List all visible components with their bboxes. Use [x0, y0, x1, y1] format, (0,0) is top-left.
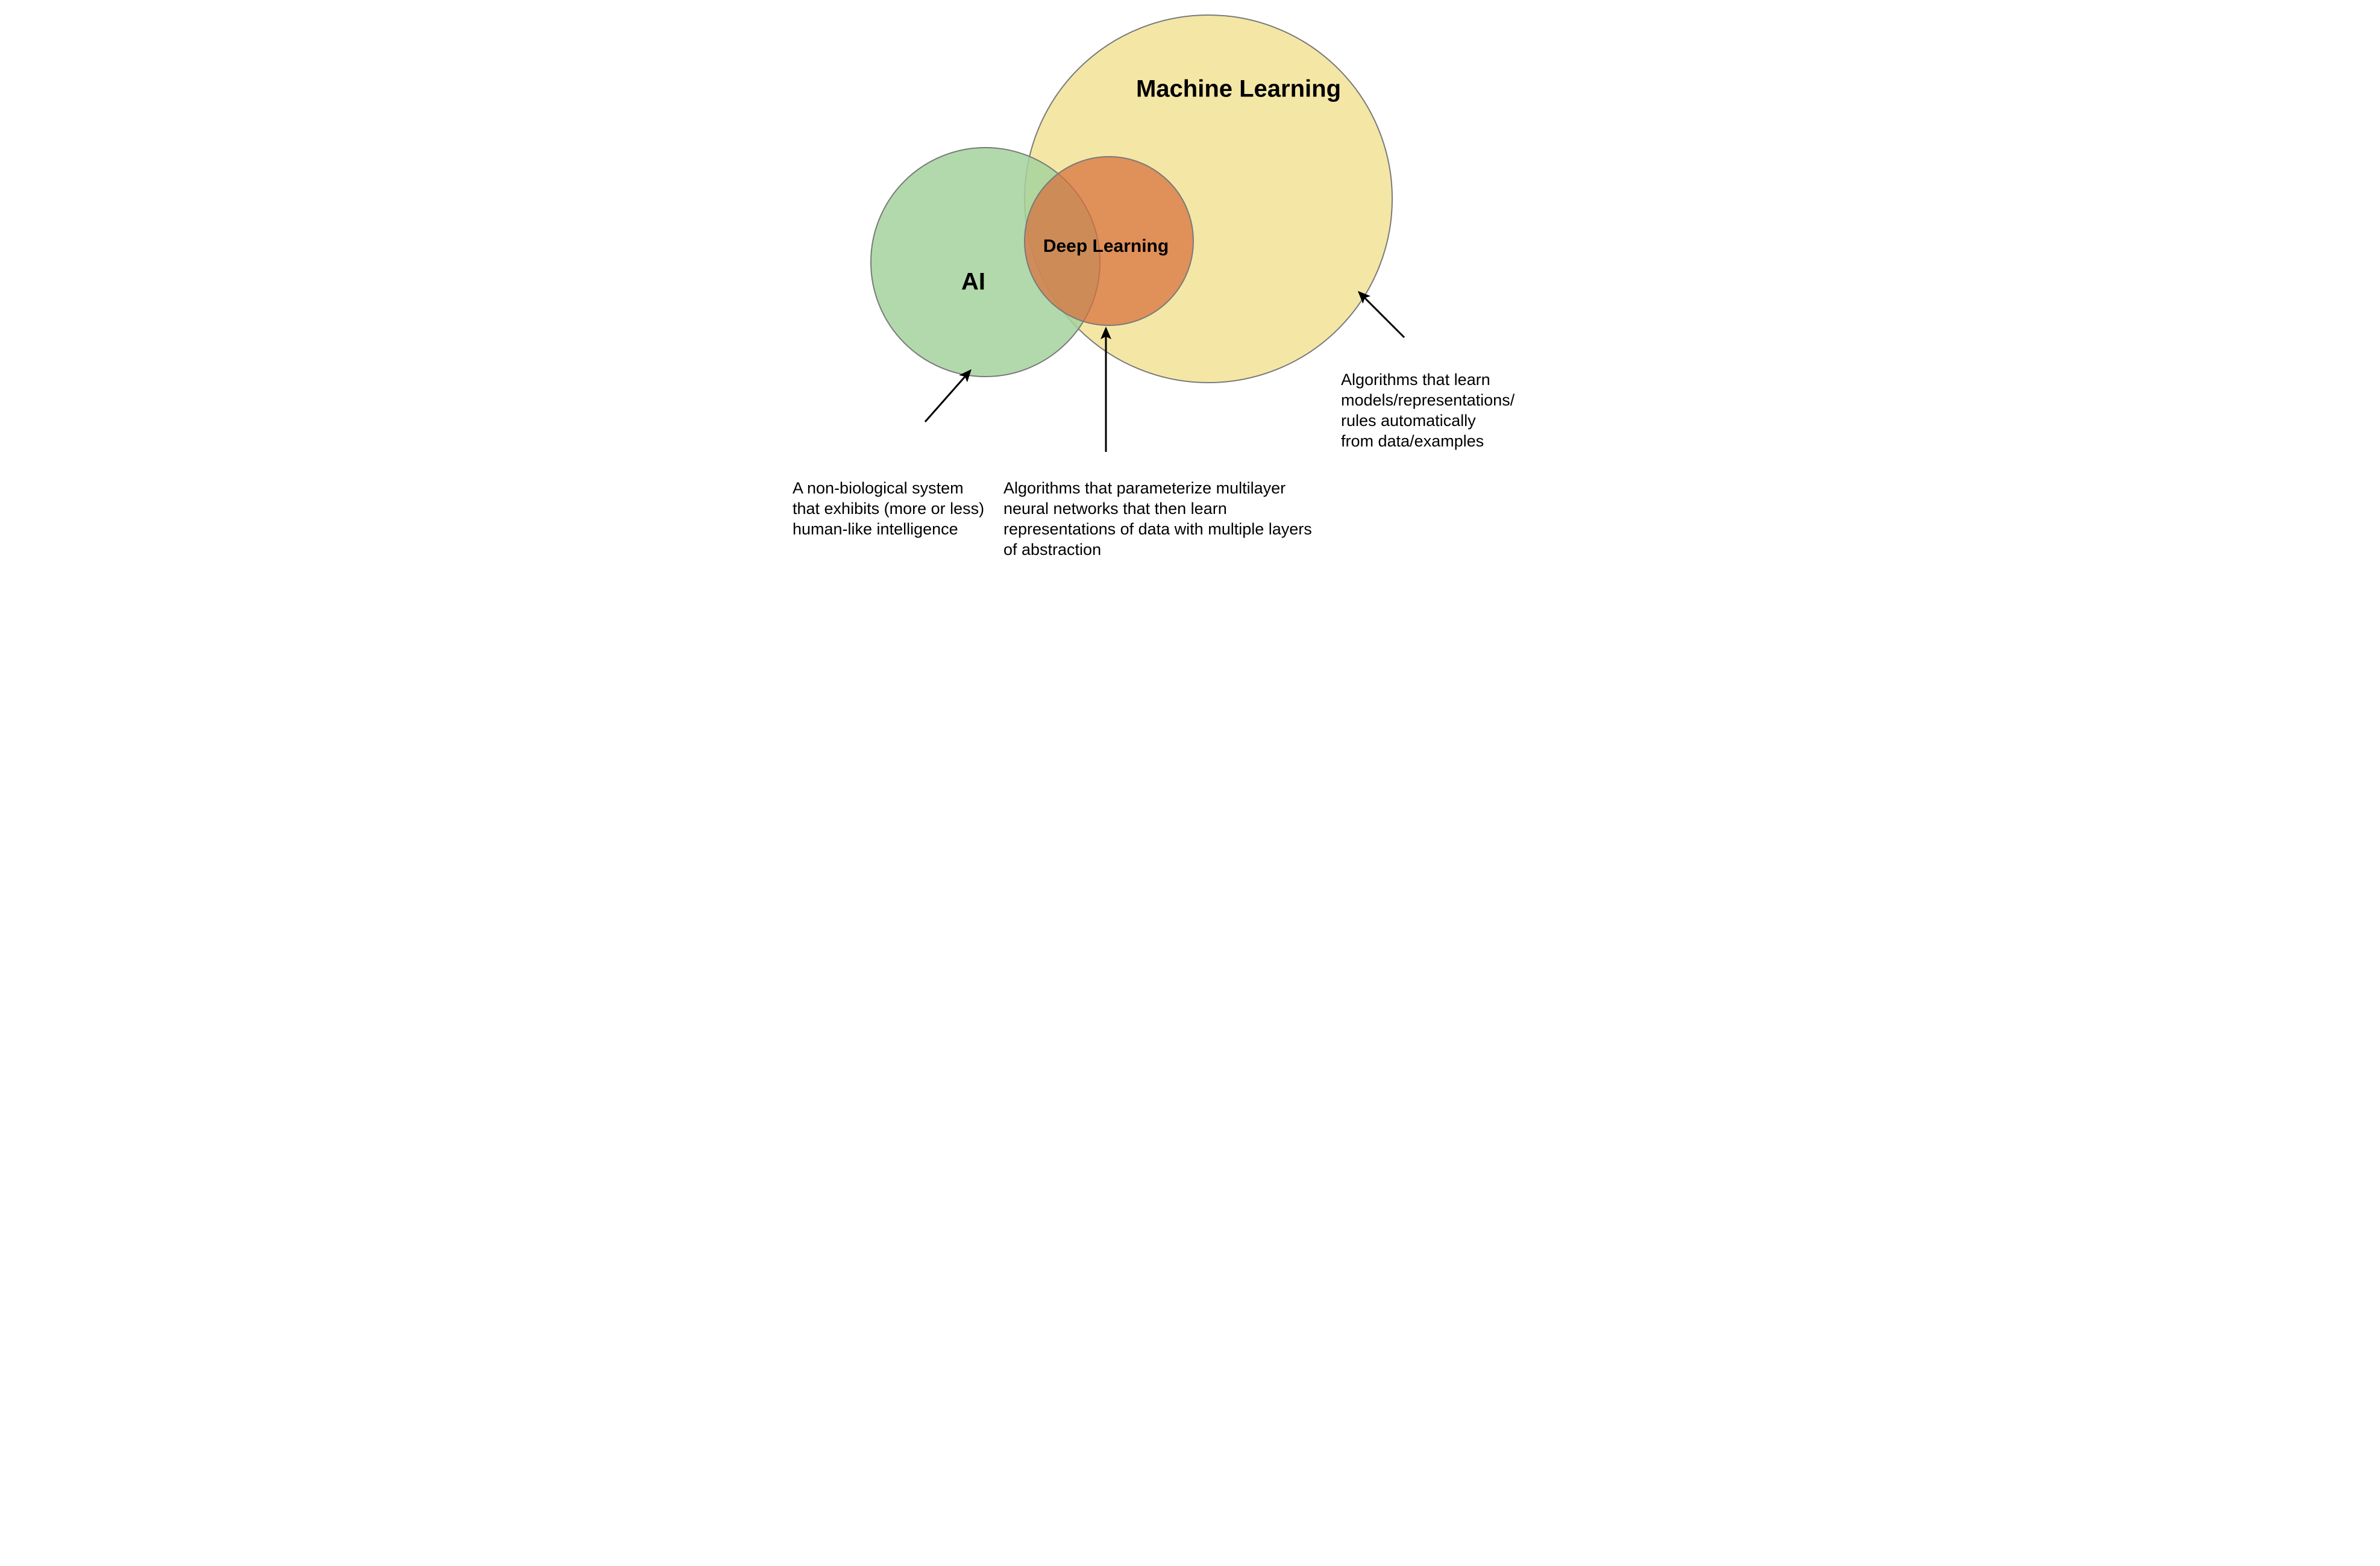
- caption-ai: A non-biological systemthat exhibits (mo…: [793, 479, 984, 538]
- venn-diagram: Machine Learning AI Deep Learning A non-…: [744, 0, 1636, 603]
- label-machine-learning: Machine Learning: [1135, 76, 1340, 102]
- label-deep-learning: Deep Learning: [1043, 236, 1168, 256]
- label-ai: AI: [961, 269, 985, 295]
